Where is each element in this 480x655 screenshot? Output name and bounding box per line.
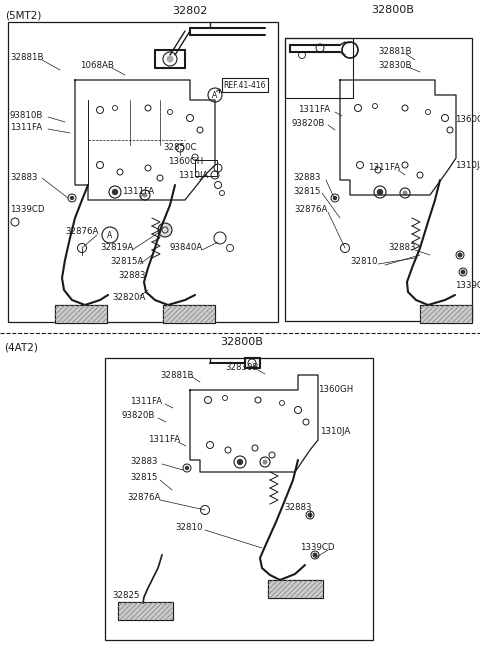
Text: 1310JA: 1310JA [320,428,350,436]
Text: 32876A: 32876A [65,227,98,236]
Bar [195,160,217,176]
Text: 32881B: 32881B [10,54,44,62]
Text: 93820B: 93820B [292,119,325,128]
Text: 1311FA: 1311FA [130,398,162,407]
Text: 1339CD: 1339CD [300,544,335,553]
Polygon shape [118,602,173,620]
Text: 1311FA: 1311FA [298,105,330,115]
Bar [222,78,268,92]
Polygon shape [163,305,215,323]
Text: 1310JA: 1310JA [178,170,208,179]
Text: REF.41-416: REF.41-416 [224,81,266,90]
Text: (4AT2): (4AT2) [4,342,38,352]
Text: 32800B: 32800B [221,337,264,347]
Text: (5MT2): (5MT2) [5,11,41,21]
Circle shape [334,196,336,200]
Circle shape [112,189,118,195]
Text: 32825: 32825 [112,591,140,599]
Text: 1311FA: 1311FA [148,436,180,445]
Text: 32820A: 32820A [112,293,145,303]
Circle shape [158,223,172,237]
Text: 32883: 32883 [10,172,37,181]
Bar [285,38,353,98]
Text: 32881B: 32881B [378,48,411,56]
Text: 93820B: 93820B [122,411,156,419]
Bar [268,580,323,598]
Bar [8,22,278,322]
Text: 32881B: 32881B [160,371,193,379]
Circle shape [461,271,465,274]
Text: 1360GH: 1360GH [318,386,353,394]
Circle shape [313,553,317,557]
Text: 1339CD: 1339CD [10,206,45,214]
Text: 1068AB: 1068AB [80,60,114,69]
Circle shape [71,196,73,200]
Text: 32830B: 32830B [378,60,411,69]
Bar [163,305,215,323]
Circle shape [377,189,383,195]
Text: 32810: 32810 [175,523,203,533]
Text: 32883: 32883 [284,504,312,512]
Text: 32883: 32883 [293,174,321,183]
Text: 32815: 32815 [130,474,157,483]
Text: 93840A: 93840A [170,244,203,252]
Text: 93810B: 93810B [10,111,43,119]
Circle shape [403,191,407,195]
Text: A: A [212,90,217,100]
Text: 32883: 32883 [388,244,416,252]
Text: 32850C: 32850C [163,143,196,153]
Bar [118,602,173,620]
Text: 1311FA: 1311FA [368,164,400,172]
Bar [285,38,472,321]
Text: A: A [108,231,113,240]
Text: 32883: 32883 [130,457,157,466]
Text: 32815: 32815 [293,187,321,196]
Text: 1360GH: 1360GH [455,115,480,124]
Circle shape [308,514,312,517]
Polygon shape [420,305,472,323]
Text: 32876A: 32876A [294,206,327,214]
Text: 32815A: 32815A [110,257,144,267]
Text: 32876A: 32876A [127,493,160,502]
Circle shape [167,56,173,62]
Text: 32830B: 32830B [225,364,259,373]
Bar [55,305,107,323]
Text: 1310JA: 1310JA [455,160,480,170]
Polygon shape [55,305,107,323]
Text: 1360GH: 1360GH [168,157,203,166]
Text: 32800B: 32800B [372,5,414,15]
Text: 32819A: 32819A [100,244,133,252]
Text: 1311FA: 1311FA [122,187,154,196]
Text: 32810: 32810 [350,257,377,267]
Bar [105,358,373,640]
Circle shape [263,460,267,464]
Bar [420,305,472,323]
Polygon shape [268,580,323,598]
Circle shape [238,460,242,464]
Text: 32802: 32802 [172,6,208,16]
Circle shape [143,193,147,197]
Circle shape [185,466,189,470]
Text: 1311FA: 1311FA [10,124,42,132]
Text: 32883: 32883 [118,271,145,280]
Circle shape [458,253,462,257]
Text: 1339CD: 1339CD [455,280,480,290]
